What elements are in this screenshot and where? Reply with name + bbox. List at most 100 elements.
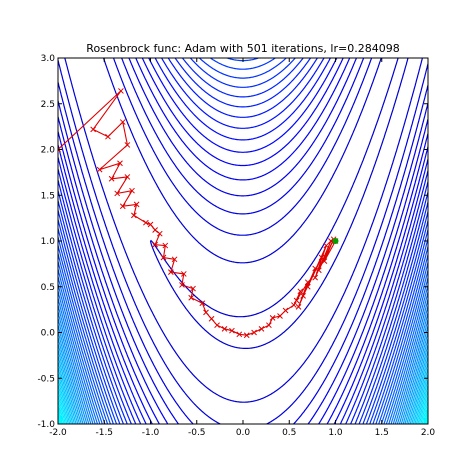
contour-line — [58, 219, 428, 424]
x-tick-label: -0.5 — [188, 428, 206, 438]
contour-line — [58, 168, 428, 424]
path-point — [199, 300, 206, 307]
path-point — [300, 293, 306, 299]
path-point — [312, 274, 319, 281]
path-point — [171, 256, 178, 263]
path-point — [304, 283, 311, 290]
path-point — [297, 288, 304, 295]
path-point — [295, 304, 302, 310]
contour-line — [58, 318, 428, 424]
path-point — [208, 315, 215, 322]
path-point — [312, 265, 319, 272]
contour-line — [58, 245, 428, 424]
path-point — [180, 271, 187, 277]
contour-line — [64, 58, 423, 403]
contour-line — [58, 228, 428, 424]
path-point — [188, 294, 195, 301]
path-point — [293, 297, 300, 304]
contour-line — [58, 269, 428, 424]
path-point — [214, 322, 220, 329]
path-point — [291, 302, 297, 308]
end-point — [332, 238, 339, 244]
contour-line — [149, 58, 409, 349]
contour-line — [189, 58, 297, 88]
contour-line — [58, 131, 428, 424]
path-point — [282, 307, 289, 314]
x-tick-label: 1.0 — [328, 428, 343, 438]
contour-line — [198, 58, 288, 79]
contour-line — [58, 253, 428, 424]
contour-line — [58, 298, 428, 424]
plot-area — [58, 58, 428, 424]
contour-line — [181, 58, 304, 98]
path-point — [315, 267, 322, 274]
y-axis: -1.0 -0.5 0.0 0.5 1.0 1.5 2.0 2.5 3.0 — [37, 54, 428, 430]
path-point — [114, 190, 121, 197]
path-point — [162, 242, 169, 249]
path-point — [321, 258, 328, 264]
path-point — [124, 174, 131, 180]
y-tick-label: 2.0 — [41, 146, 56, 156]
contour-layer — [58, 58, 428, 424]
contour-line — [58, 116, 428, 424]
path-point — [203, 309, 209, 316]
path-point — [179, 282, 185, 288]
contour-line — [58, 337, 428, 424]
path-point — [129, 187, 135, 194]
x-axis: -2.0 -1.5 -1.0 -0.5 0.0 0.5 1.0 1.5 2.0 — [49, 58, 435, 438]
path-point — [118, 88, 124, 94]
contour-line — [58, 283, 428, 424]
y-tick-label: 1.0 — [41, 237, 56, 247]
contour-line — [58, 410, 428, 424]
path-point — [160, 254, 167, 261]
path-point — [269, 315, 276, 321]
contour-line — [128, 58, 358, 197]
path-point — [133, 201, 140, 208]
y-tick-label: 3.0 — [41, 54, 56, 64]
contour-line — [58, 237, 428, 424]
contour-line — [58, 190, 428, 424]
path-point — [105, 133, 111, 140]
contour-line — [58, 361, 428, 424]
contour-line — [174, 58, 312, 108]
path-point — [229, 327, 235, 334]
x-tick-label: 2.0 — [421, 428, 436, 438]
x-tick-label: -1.0 — [142, 428, 160, 438]
path-point — [221, 325, 228, 332]
contour-line — [141, 58, 344, 167]
path-point — [147, 221, 154, 228]
contour-line — [150, 58, 399, 318]
path-point — [328, 238, 334, 244]
contour-line — [58, 405, 428, 424]
path-point — [258, 325, 265, 332]
path-point — [152, 227, 158, 233]
chart-title: Rosenbrock func: Adam with 501 iteration… — [86, 42, 399, 55]
contour-line — [58, 305, 428, 424]
contour-line — [58, 261, 428, 424]
contour-line — [148, 58, 338, 153]
contour-line — [58, 400, 428, 424]
contour-line — [58, 389, 428, 424]
path-point — [143, 219, 149, 226]
y-tick-label: 0.5 — [41, 283, 55, 293]
x-tick-label: 0.5 — [282, 428, 296, 438]
x-tick-label: 1.5 — [375, 428, 389, 438]
contour-line — [58, 179, 428, 424]
path-point — [277, 313, 283, 319]
contour-line — [58, 291, 428, 424]
contour-line — [112, 58, 373, 236]
contour-line — [167, 58, 319, 118]
path-point — [167, 269, 174, 275]
contour-line — [58, 276, 428, 424]
x-tick-label: -2.0 — [49, 428, 67, 438]
contour-line — [58, 200, 428, 424]
contour-line — [121, 58, 365, 215]
y-tick-label: 0.0 — [41, 329, 56, 339]
path-point — [323, 242, 330, 249]
contour-line — [58, 60, 428, 424]
x-tick-label: 0.0 — [236, 428, 251, 438]
contour-fill-cell — [426, 412, 428, 415]
optimizer-path — [58, 88, 339, 339]
path-point — [156, 230, 163, 237]
